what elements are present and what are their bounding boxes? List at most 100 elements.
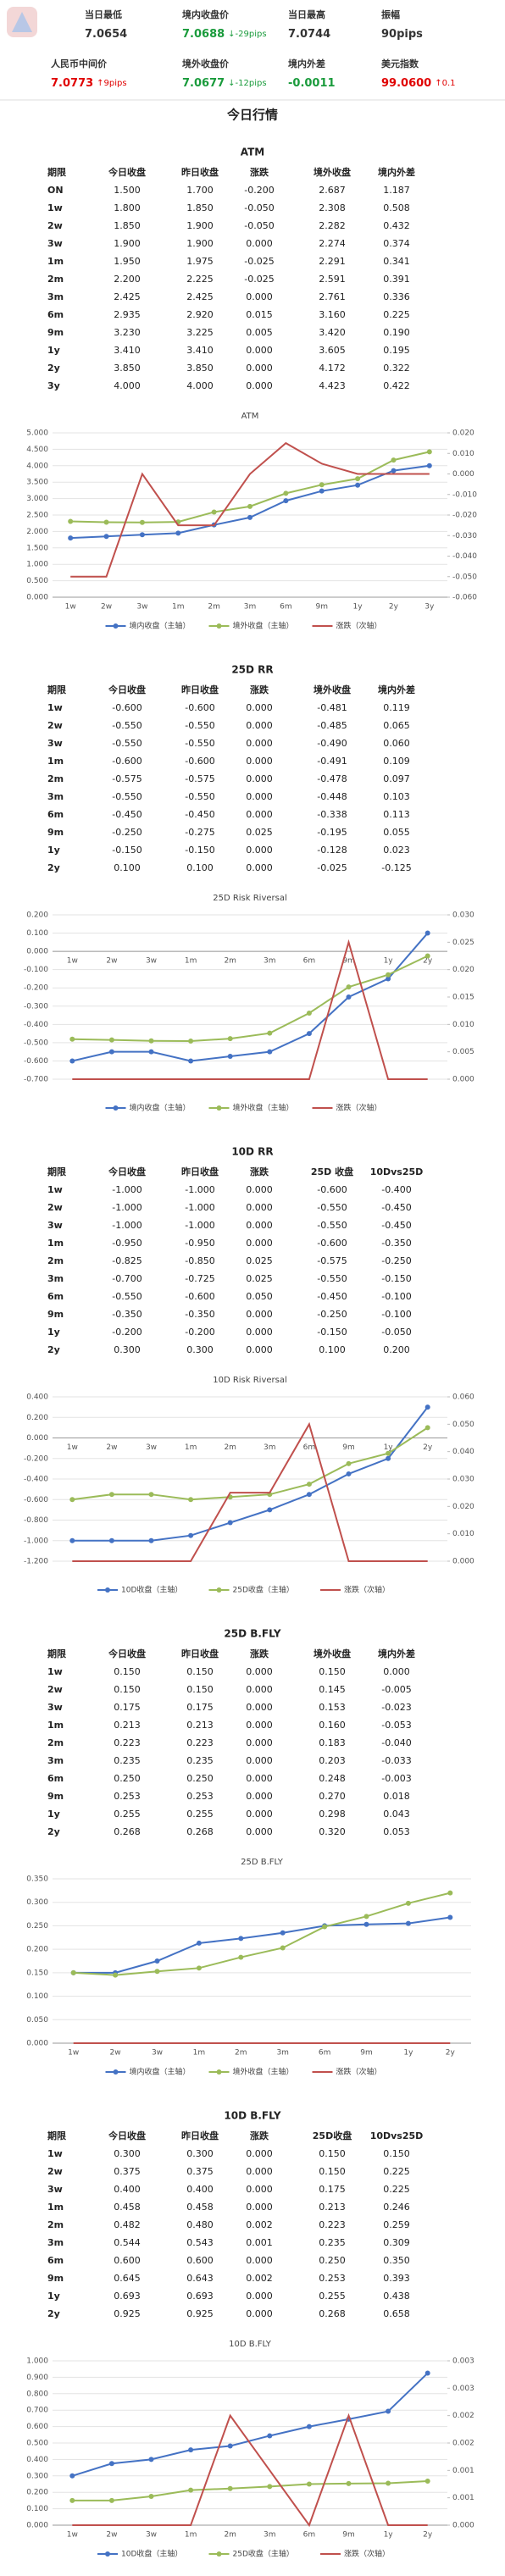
table-cell: 0.400 xyxy=(186,2184,214,2195)
table-cell: 0.259 xyxy=(383,2219,410,2230)
table-cell: -0.725 xyxy=(185,1273,214,1284)
table-cell: 2.291 xyxy=(319,256,346,267)
table-cell: 1m xyxy=(47,2202,64,2213)
table-cell: 0.000 xyxy=(246,238,273,249)
y-tick-label: 2.500 xyxy=(26,512,48,520)
table-cell: 3m xyxy=(47,2237,64,2248)
legend-marker xyxy=(113,1105,119,1111)
point xyxy=(108,2461,114,2467)
table-header: 期限 xyxy=(47,1166,66,1177)
point xyxy=(175,530,181,536)
point xyxy=(188,1532,194,1538)
point xyxy=(211,509,217,515)
table-cell: 2y xyxy=(47,862,60,873)
table-cell: -1.000 xyxy=(185,1220,214,1231)
table-cell: 0.100 xyxy=(319,1344,346,1355)
legend-label: 境外收盘（主轴） xyxy=(233,1103,294,1113)
table-cell: -0.575 xyxy=(185,773,214,784)
series-line xyxy=(72,2413,428,2528)
header-label: 当日最低 xyxy=(85,8,122,20)
table-cell: 0.150 xyxy=(186,1684,214,1695)
table-cell: 0.150 xyxy=(114,1666,141,1677)
legend-marker xyxy=(216,2551,222,2557)
point xyxy=(69,1036,75,1042)
point xyxy=(425,1404,430,1410)
x-tick-label: 1y xyxy=(403,2049,413,2058)
y-tick-label: 2.000 xyxy=(26,528,48,536)
table-cell: 2w xyxy=(47,220,63,231)
y-tick-label: 0.150 xyxy=(26,1969,48,1977)
table-cell: -0.100 xyxy=(381,1309,411,1320)
x-tick-label: 3w xyxy=(146,2531,157,2540)
table-cell: 0.000 xyxy=(246,2202,273,2213)
table-cell: -0.200 xyxy=(112,1327,142,1338)
table-cell: 0.600 xyxy=(186,2255,214,2266)
x-tick-label: 1w xyxy=(65,603,76,612)
table-cell: 0.183 xyxy=(319,1737,346,1748)
table-header: 境内外差 xyxy=(378,1648,415,1659)
table-cell: 2m xyxy=(47,274,64,285)
table-cell: 0.023 xyxy=(383,845,410,856)
table-cell: 3.225 xyxy=(186,327,214,338)
table-cell: 0.298 xyxy=(319,1809,346,1820)
table-header: 涨跌 xyxy=(250,1166,269,1177)
table-cell: 0.000 xyxy=(246,809,273,820)
table-cell: 0.213 xyxy=(114,1720,141,1731)
header-value: 99.0600 ↑0.1 xyxy=(381,77,456,90)
chart-title: 10D Risk Riversal xyxy=(213,1376,287,1385)
table-cell: 2.920 xyxy=(186,309,214,320)
point xyxy=(267,1030,273,1036)
table-cell: 0.153 xyxy=(319,1702,346,1713)
series-line xyxy=(72,1406,429,1542)
table-cell: 0.175 xyxy=(114,1702,141,1713)
table-cell: 0.000 xyxy=(246,1327,273,1338)
table-cell: 2y xyxy=(47,1826,60,1837)
table-cell: 0.000 xyxy=(246,1737,273,1748)
y-tick-label: 0.100 xyxy=(26,1992,48,2001)
table-cell: -0.005 xyxy=(381,1684,411,1695)
series-line xyxy=(72,2480,428,2501)
table-cell: -0.575 xyxy=(317,1255,347,1266)
table-cell: -0.450 xyxy=(317,1291,347,1302)
table-header: 今日收盘 xyxy=(108,1648,146,1659)
x-tick-label: 2w xyxy=(110,2049,121,2058)
table-header: 境外收盘 xyxy=(314,1648,351,1659)
table-cell: 0.097 xyxy=(383,773,410,784)
point xyxy=(188,1038,194,1044)
point xyxy=(108,1037,114,1043)
table-cell: -0.491 xyxy=(317,756,347,767)
point xyxy=(103,534,109,540)
table-header: 期限 xyxy=(47,166,66,178)
table-cell: 0.000 xyxy=(246,1666,273,1677)
point xyxy=(227,1054,233,1060)
y-tick-label: 0.600 xyxy=(26,2423,48,2431)
table-cell: -0.450 xyxy=(112,809,142,820)
legend-marker xyxy=(113,2069,119,2075)
y-tick-label: 0.350 xyxy=(26,1875,48,1884)
table-cell: 3.850 xyxy=(114,363,141,374)
x-tick-label: 2y xyxy=(389,603,399,612)
x-tick-label: 1m xyxy=(185,1443,197,1452)
table-cell: 1m xyxy=(47,1720,64,1731)
table-header: 昨日收盘 xyxy=(181,166,219,178)
table-header: 今日收盘 xyxy=(108,1166,146,1177)
point xyxy=(346,1460,352,1466)
legend-label: 境内收盘（主轴） xyxy=(130,621,191,631)
table-cell: -0.350 xyxy=(112,1309,142,1320)
point xyxy=(247,503,252,509)
y2-tick-label: 0.020 xyxy=(452,1503,474,1511)
y-tick-label: -0.300 xyxy=(24,1002,48,1011)
header-label: 当日最高 xyxy=(288,8,325,20)
table-cell: 2y xyxy=(47,2308,60,2319)
point xyxy=(148,1537,154,1543)
x-tick-label: 2m xyxy=(235,2049,247,2058)
y2-tick-label: 0.020 xyxy=(452,429,474,438)
table-cell: -0.128 xyxy=(317,845,347,856)
y2-tick-label: 0.003 xyxy=(452,2357,474,2366)
point xyxy=(346,994,352,1000)
x-tick-label: 9m xyxy=(315,603,328,612)
table-cell: 1m xyxy=(47,756,64,767)
table-cell: 6m xyxy=(47,1773,64,1784)
y-tick-label: 4.000 xyxy=(26,462,48,470)
point xyxy=(283,490,289,496)
